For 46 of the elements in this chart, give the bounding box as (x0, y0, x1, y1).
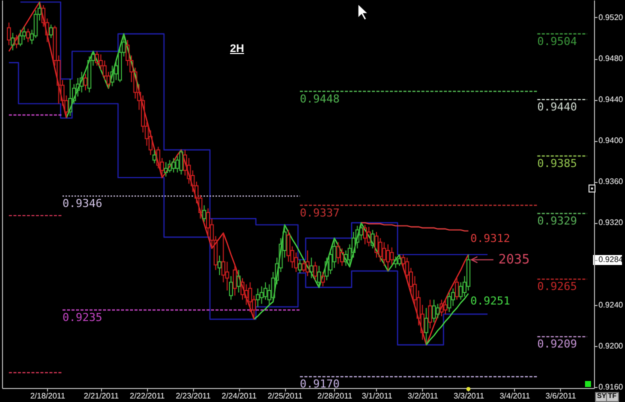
series-label: 0.9209 (537, 338, 578, 351)
candlestick (225, 261, 230, 291)
x-tick-label: 2/25/2011 (268, 392, 304, 400)
candlestick (432, 299, 436, 323)
x-tick-label: 2/28/2011 (317, 392, 353, 400)
series-label: 0.9337 (300, 206, 340, 220)
candlestick (424, 307, 428, 346)
series-label: 0.9251 (470, 294, 510, 308)
y-tick-label: 0.9360 (598, 177, 624, 186)
y-tick-label: 0.9320 (598, 218, 624, 228)
series-label: 0.9440 (537, 100, 578, 114)
candlestick (221, 232, 226, 283)
series-label: 0.9385 (537, 157, 578, 170)
candlestick (332, 238, 336, 268)
series-label: 0.9235 (62, 310, 102, 324)
line-series (360, 222, 469, 232)
line-series (426, 292, 469, 346)
series-label: 0.9329 (537, 214, 578, 228)
y-tick-label: 0.9160 (598, 382, 624, 392)
x-tick-label: 3/3/2011 (454, 392, 485, 400)
y-tick-label: 0.9400 (598, 136, 624, 146)
y-tick-label: 0.9284 (598, 255, 624, 264)
y-tick-label: 0.9520 (598, 12, 624, 22)
y-tick-label: 0.9240 (598, 300, 624, 310)
text: 2H (230, 43, 244, 55)
series-label: 0.9312 (470, 232, 510, 245)
y-tick-label: 0.9480 (598, 54, 624, 64)
x-tick-label: 2/22/2011 (130, 392, 166, 400)
y-tick-label: 0.9200 (598, 341, 624, 350)
series-label: 0.9265 (537, 280, 578, 294)
series-label: 0.9504 (537, 34, 578, 48)
x-tick-label: 3/2/2011 (408, 392, 439, 400)
candlestick (336, 242, 340, 264)
annotation: 2035 (498, 252, 530, 268)
y-tick-label: 0.9440 (598, 95, 624, 104)
x-tick-label: 3/6/2011 (546, 392, 577, 400)
x-tick-label: 2/23/2011 (176, 392, 212, 400)
candlestick (382, 242, 386, 266)
series-label: 0.9346 (62, 197, 102, 210)
x-tick-label: 3/1/2011 (362, 392, 393, 400)
x-tick-label: 2/24/2011 (222, 392, 258, 400)
x-tick-label: 2/18/2011 (30, 392, 66, 400)
x-tick-label: 3/4/2011 (500, 392, 531, 400)
series-label: 0.9448 (300, 92, 340, 106)
series-label: 0.9170 (300, 378, 340, 391)
x-tick-label: 2/21/2011 (84, 392, 120, 400)
